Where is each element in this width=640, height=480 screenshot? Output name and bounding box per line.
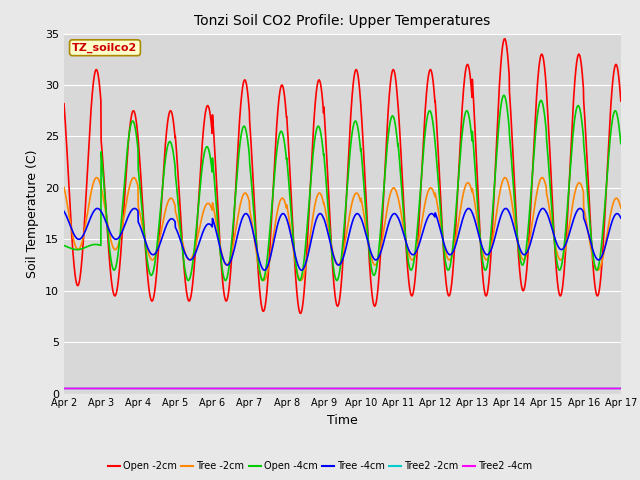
Text: TZ_soilco2: TZ_soilco2 <box>72 43 138 53</box>
Y-axis label: Soil Temperature (C): Soil Temperature (C) <box>26 149 40 278</box>
Title: Tonzi Soil CO2 Profile: Upper Temperatures: Tonzi Soil CO2 Profile: Upper Temperatur… <box>195 14 490 28</box>
Legend: Open -2cm, Tree -2cm, Open -4cm, Tree -4cm, Tree2 -2cm, Tree2 -4cm: Open -2cm, Tree -2cm, Open -4cm, Tree -4… <box>104 457 536 475</box>
X-axis label: Time: Time <box>327 414 358 427</box>
